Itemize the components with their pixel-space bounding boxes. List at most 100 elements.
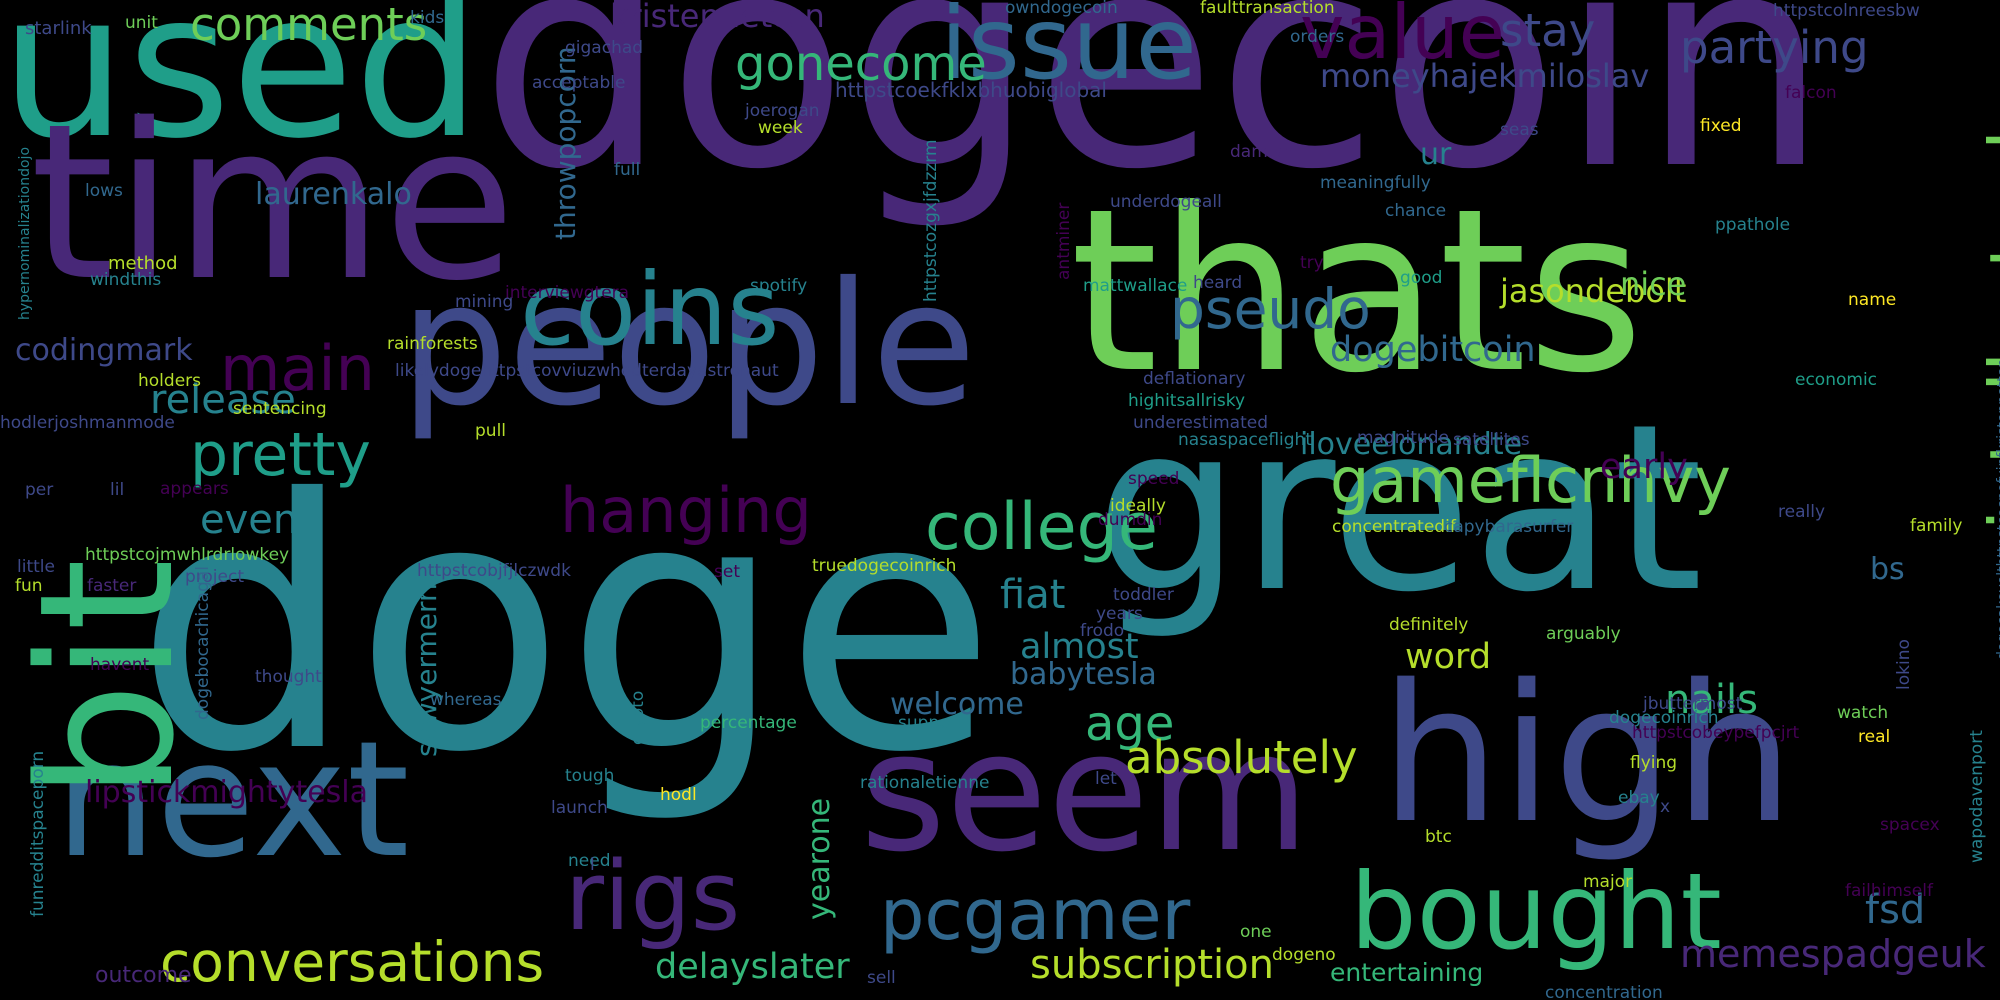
word: need bbox=[568, 851, 611, 871]
word: thought bbox=[255, 667, 322, 687]
word: deflationary bbox=[1143, 369, 1246, 389]
word: laurenkalo bbox=[255, 177, 412, 212]
word: gigachad bbox=[565, 38, 644, 58]
word: interviewgtera bbox=[505, 283, 630, 303]
word: joerogan bbox=[745, 101, 820, 121]
word: early bbox=[1600, 447, 1688, 487]
word: dogecoinrich bbox=[1609, 708, 1719, 728]
word: whereas bbox=[430, 690, 502, 710]
word: likelydogehttpstcovviuzwhodterdayastrona… bbox=[395, 361, 779, 381]
word: highitsallrisky bbox=[1128, 391, 1246, 411]
word: pretty bbox=[190, 420, 371, 490]
word: underdogeall bbox=[1110, 192, 1222, 212]
word: great bbox=[1095, 376, 1704, 643]
word: faulttransaction bbox=[1200, 0, 1335, 18]
word: dogebitcoin bbox=[1330, 330, 1536, 370]
word: falcon bbox=[1785, 83, 1837, 103]
word: l bbox=[590, 855, 595, 875]
word: x bbox=[1660, 797, 1671, 817]
word: high bbox=[1380, 644, 1795, 865]
word: tough bbox=[565, 766, 615, 786]
word: dumdin bbox=[1098, 510, 1163, 530]
word: dogecakeyolthttpstcocnofyjpfkristennette… bbox=[1995, 358, 2000, 660]
word: concentratedif bbox=[1332, 517, 1456, 537]
word: spotify bbox=[750, 276, 808, 296]
word: ppathole bbox=[1715, 215, 1791, 235]
word: major bbox=[1583, 872, 1633, 892]
word: pcgamer bbox=[880, 874, 1191, 956]
word: bs bbox=[1870, 552, 1905, 587]
word: owndogecoin bbox=[1005, 0, 1118, 18]
word: good bbox=[1400, 268, 1443, 288]
word: windthis bbox=[90, 270, 162, 290]
word: main bbox=[220, 332, 375, 405]
word: rationaletienne bbox=[860, 773, 990, 793]
word: hanging bbox=[560, 474, 812, 547]
word: babytesla bbox=[1010, 657, 1157, 692]
word: httpstcoekfklxbhuobiglobal bbox=[835, 78, 1107, 102]
word: little bbox=[17, 557, 55, 577]
word: mining bbox=[455, 292, 514, 312]
word: satellites bbox=[1453, 430, 1530, 450]
word: magnitude bbox=[1357, 428, 1449, 448]
word: rainforests bbox=[387, 334, 478, 354]
word: jbuttermost bbox=[1643, 694, 1743, 714]
word: economic bbox=[1795, 370, 1878, 390]
word: toddler bbox=[1113, 585, 1174, 605]
word: failhimself bbox=[1845, 881, 1933, 901]
word: dogecoin bbox=[480, 0, 1829, 234]
word: dogebocachicagal bbox=[193, 566, 213, 720]
word: conversations bbox=[160, 930, 545, 994]
word: funredditspaceporn bbox=[28, 750, 48, 917]
word: codingmark bbox=[15, 333, 193, 368]
word: crypto bbox=[628, 690, 648, 745]
word: memespadgeuk bbox=[1680, 932, 1986, 976]
word: absolutely bbox=[1125, 731, 1358, 784]
word: doge bbox=[135, 427, 997, 828]
word: mattwallace bbox=[1083, 276, 1188, 296]
word: age bbox=[1085, 696, 1175, 752]
word: nasaspaceflight bbox=[1178, 430, 1312, 450]
word: support bbox=[898, 713, 964, 733]
word: bought bbox=[1350, 851, 1722, 973]
word: stay bbox=[1500, 4, 1596, 57]
word: fiat bbox=[1000, 572, 1066, 618]
word: meaningfully bbox=[1320, 173, 1431, 193]
word: unit bbox=[125, 13, 158, 33]
word: truedogecoinrich bbox=[812, 556, 957, 576]
word: httpstcobeypefpcjrt bbox=[1632, 723, 1800, 743]
word: speed bbox=[1128, 469, 1180, 489]
word: nice bbox=[1620, 265, 1687, 303]
word: entertaining bbox=[1330, 958, 1484, 987]
word: lokino bbox=[1894, 639, 1914, 690]
word: subscription bbox=[1030, 942, 1274, 988]
word: holders bbox=[138, 371, 201, 391]
word: appears bbox=[160, 479, 229, 499]
word: rigs bbox=[565, 842, 741, 952]
word: pseudo bbox=[1170, 277, 1371, 341]
word: yearone bbox=[802, 797, 837, 920]
word: lipstickmightytesla bbox=[85, 775, 369, 810]
word: seem bbox=[860, 696, 1310, 888]
word: sell bbox=[867, 968, 896, 988]
word: dogeno bbox=[1272, 945, 1336, 965]
word: lows bbox=[85, 181, 123, 201]
word: concentration bbox=[1545, 983, 1663, 1000]
word: nails bbox=[1665, 677, 1758, 723]
word: acceptable bbox=[532, 73, 626, 93]
word: httpstcozgxjfdzzrm bbox=[921, 139, 941, 302]
word: fun bbox=[15, 576, 43, 596]
word: people bbox=[400, 246, 977, 444]
word: name bbox=[1848, 290, 1897, 310]
word: used bbox=[0, 0, 481, 183]
word: time bbox=[30, 77, 516, 328]
word: ideally bbox=[1110, 496, 1166, 516]
word: jasondebolt bbox=[1500, 272, 1687, 310]
word: hodl bbox=[660, 785, 697, 805]
word: years bbox=[1096, 604, 1143, 624]
word: issue bbox=[940, 0, 1197, 102]
word: moneyhajekmiloslav bbox=[1320, 57, 1650, 95]
word: one bbox=[1240, 922, 1272, 942]
word: fsd bbox=[1865, 887, 1926, 933]
